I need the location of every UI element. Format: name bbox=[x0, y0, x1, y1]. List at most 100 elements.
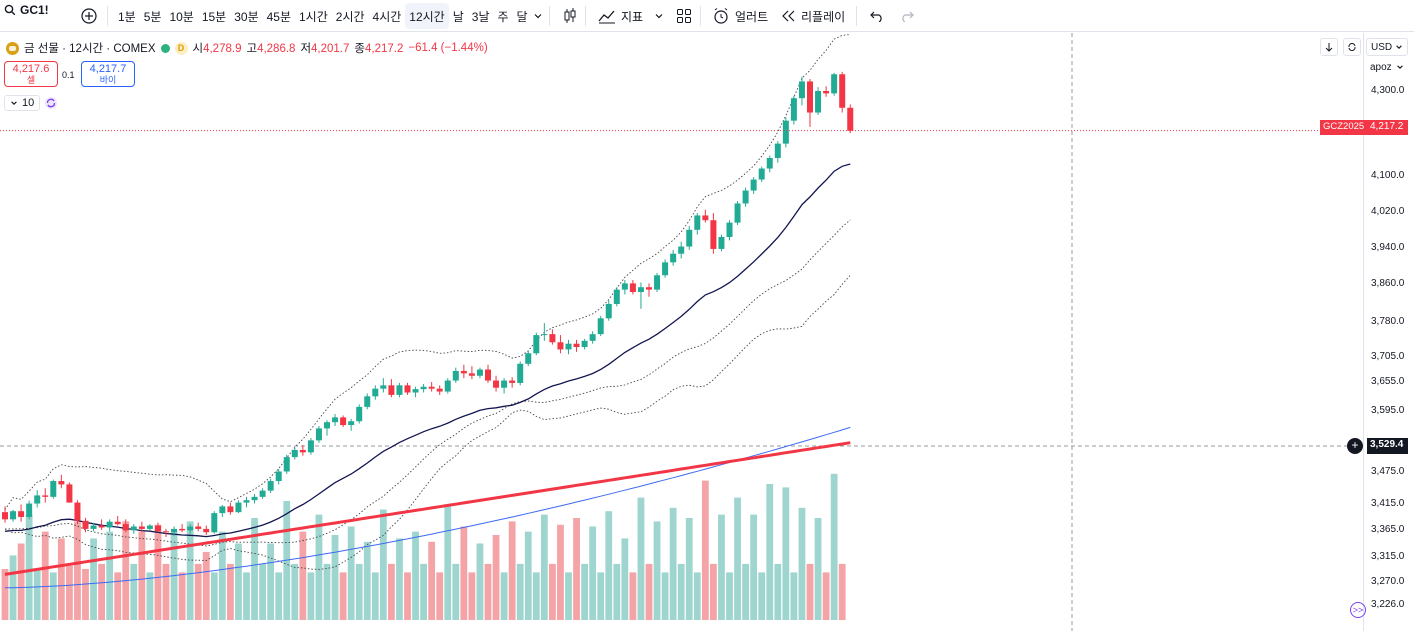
compare-symbol-button[interactable] bbox=[80, 3, 98, 32]
candle-body bbox=[839, 74, 846, 108]
delay-badge[interactable]: D bbox=[174, 41, 188, 55]
timeframe-button[interactable]: 2시간 bbox=[335, 9, 365, 24]
layouts-button[interactable] bbox=[672, 3, 696, 29]
buy-button[interactable]: 4,217.7 바이 bbox=[81, 61, 135, 87]
price-tick-label: 3,705.0 bbox=[1371, 351, 1405, 362]
price-tick-label: 4,300.0 bbox=[1371, 85, 1405, 96]
timeframe-button[interactable]: 3날 bbox=[471, 9, 490, 24]
volume-bar bbox=[41, 531, 49, 620]
close-label: 종 bbox=[354, 43, 365, 55]
symbol-search[interactable]: GC1! bbox=[4, 3, 49, 17]
redo-icon bbox=[902, 11, 914, 22]
candle-body bbox=[460, 370, 467, 374]
volume-bar bbox=[508, 521, 516, 620]
alarm-clock-icon bbox=[714, 8, 728, 24]
redo-button[interactable] bbox=[896, 3, 918, 29]
bollinger-band-line bbox=[4, 34, 851, 511]
ema-fast-line bbox=[4, 163, 851, 538]
timeframe-button[interactable]: 1시간 bbox=[299, 9, 328, 24]
timeframe-button[interactable]: 주 bbox=[497, 9, 509, 24]
volume-bar bbox=[685, 518, 693, 620]
sell-price: 4,217.6 bbox=[12, 63, 50, 75]
price-tick-label: 3,940.0 bbox=[1371, 242, 1405, 253]
top-toolbar: GC1! 1분 5분 10분 15분 30분 45분 1시간 2시간 4시간 12시간 날 3날 주 달 … bbox=[0, 0, 1414, 32]
price-chart[interactable] bbox=[0, 33, 1414, 631]
volume-bar bbox=[750, 514, 758, 620]
candle-body bbox=[726, 222, 733, 237]
candle-body bbox=[815, 91, 822, 113]
volume-bar bbox=[74, 521, 81, 620]
volume-bar bbox=[742, 563, 749, 620]
timeframe-button[interactable]: 날 bbox=[452, 9, 464, 24]
timeframe-button[interactable]: 4시간 bbox=[372, 9, 402, 24]
scroll-to-realtime-button[interactable]: >> bbox=[1350, 602, 1366, 618]
volume-bar bbox=[613, 563, 621, 620]
legend-title[interactable]: 금 선물 · 12시간 · COMEX bbox=[24, 43, 156, 55]
quantity-selector[interactable]: 10 bbox=[4, 95, 41, 111]
timeframe-dropdown[interactable] bbox=[529, 3, 547, 29]
change-value: −61.4 (−1.44%) bbox=[408, 42, 488, 54]
volume-bar bbox=[210, 572, 218, 620]
candle-body bbox=[734, 203, 741, 223]
volume-bar bbox=[718, 514, 725, 620]
candle-body bbox=[686, 229, 693, 247]
candle-body bbox=[782, 120, 789, 144]
candle-body bbox=[412, 389, 419, 393]
currency-selector[interactable]: USD bbox=[1366, 38, 1408, 56]
candle-body bbox=[195, 526, 202, 529]
indicators-dropdown[interactable] bbox=[650, 3, 668, 29]
timeframe-group: 1분 5분 10분 15분 30분 45분 1시간 2시간 4시간 12시간 날 3날 주 달 bbox=[114, 3, 532, 29]
add-alert-plus-icon[interactable]: + bbox=[1347, 438, 1363, 454]
sell-button[interactable]: 4,217.6 셀 bbox=[4, 61, 58, 87]
volume-bar bbox=[532, 572, 540, 620]
undo-button[interactable] bbox=[866, 3, 888, 29]
timeframe-button[interactable]: 30분 bbox=[234, 9, 259, 24]
quantity-value: 10 bbox=[22, 97, 35, 109]
reset-scale-button[interactable] bbox=[1343, 38, 1361, 56]
candle-body bbox=[235, 502, 242, 513]
timeframe-button[interactable]: 5분 bbox=[143, 9, 162, 24]
volume-bar bbox=[549, 563, 556, 620]
volume-bar bbox=[701, 480, 709, 620]
candle-body bbox=[332, 417, 339, 423]
candle-body bbox=[364, 396, 371, 407]
timeframe-button[interactable]: 45분 bbox=[266, 9, 291, 24]
divider bbox=[856, 6, 857, 26]
volume-bar bbox=[235, 543, 242, 620]
search-icon bbox=[4, 4, 16, 16]
price-tick-label: 3,780.0 bbox=[1371, 316, 1405, 327]
alert-button[interactable]: 얼러트 bbox=[708, 3, 772, 29]
candle-body bbox=[654, 275, 661, 290]
replay-button[interactable]: 리플레이 bbox=[778, 3, 849, 29]
candle-body bbox=[154, 525, 161, 532]
timeframe-button[interactable]: 달 bbox=[516, 9, 528, 24]
candle-body bbox=[774, 143, 781, 159]
candle-body bbox=[565, 343, 572, 350]
candle-body bbox=[356, 406, 363, 422]
symbol-price-tag: GCZ2025 bbox=[1320, 120, 1368, 135]
timeframe-button[interactable]: 1분 bbox=[118, 9, 136, 24]
collapse-button[interactable] bbox=[1320, 38, 1338, 56]
candle-body bbox=[388, 385, 395, 395]
volume-bar bbox=[540, 514, 548, 620]
candle-body bbox=[34, 495, 41, 504]
volume-bar bbox=[581, 563, 588, 620]
scale-mode-selector[interactable]: apoz bbox=[1366, 59, 1408, 75]
candle-body bbox=[476, 369, 483, 376]
timeframe-button[interactable]: 12시간 bbox=[405, 3, 449, 29]
timeframe-button[interactable]: 10분 bbox=[169, 9, 194, 24]
chart-type-button[interactable] bbox=[558, 3, 582, 29]
price-tick-label: 4,020.0 bbox=[1371, 206, 1405, 217]
candle-body bbox=[299, 449, 306, 453]
candle-body bbox=[790, 98, 797, 121]
volume-bar bbox=[444, 504, 452, 620]
refresh-icon[interactable] bbox=[44, 96, 58, 110]
candle-body bbox=[493, 380, 500, 388]
volume-bar bbox=[66, 565, 73, 620]
timeframe-button[interactable]: 15분 bbox=[201, 9, 227, 24]
undo-icon bbox=[870, 11, 882, 22]
indicators-button[interactable]: 지표 bbox=[594, 3, 647, 29]
candle-body bbox=[831, 74, 838, 94]
volume-bar bbox=[227, 563, 234, 620]
volume-bar bbox=[267, 543, 275, 620]
